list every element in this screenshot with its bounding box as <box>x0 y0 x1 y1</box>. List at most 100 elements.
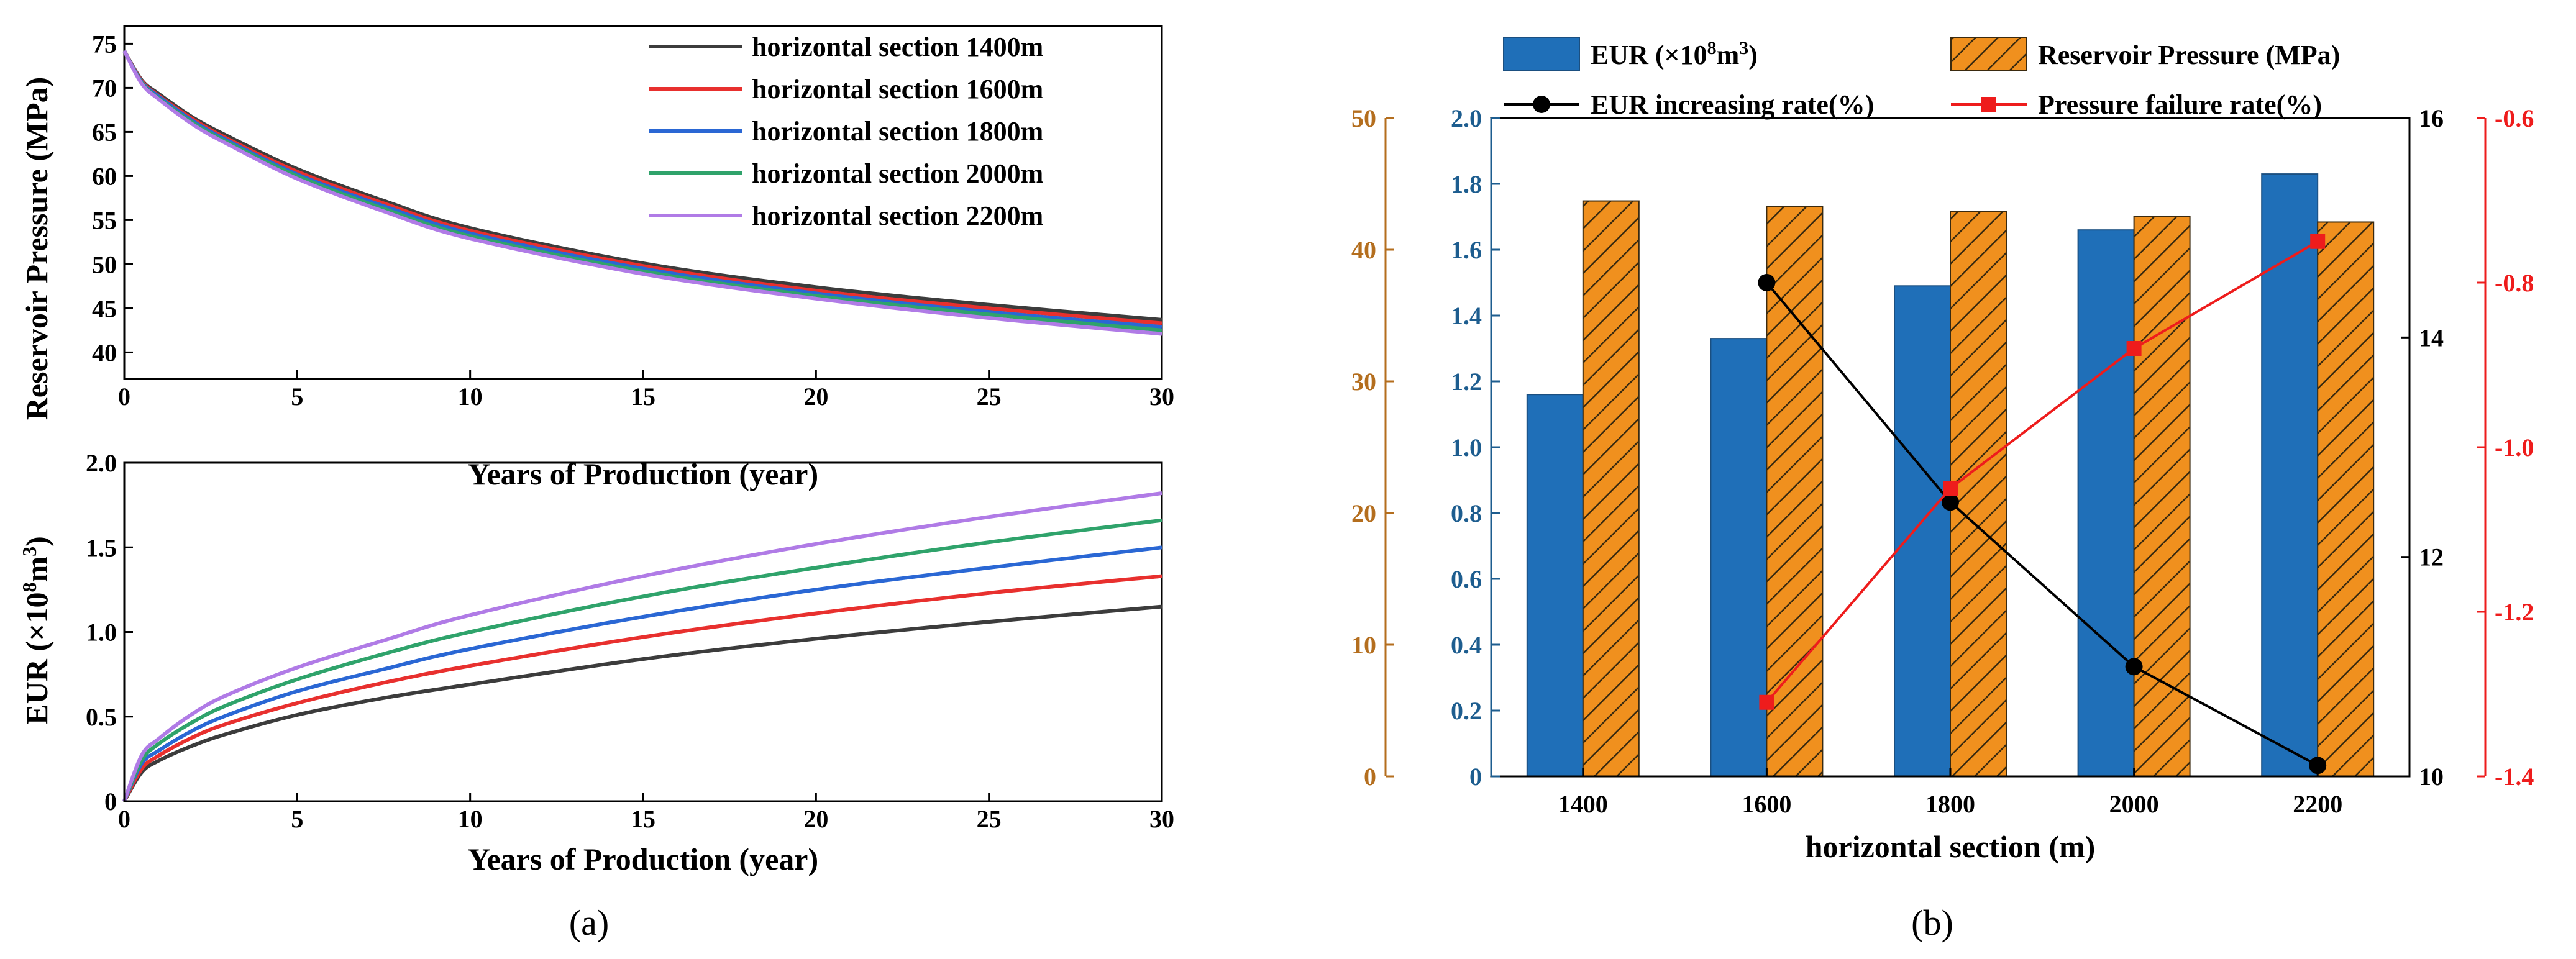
legend-label-eur: EUR (×108m3) <box>1591 38 1758 70</box>
eur-rate-line <box>1765 281 2319 767</box>
eur-axis-tick-label: 1.0 <box>1451 434 1482 461</box>
legend-marker-pressure-rate <box>1981 97 1996 112</box>
eur-bar-1400 <box>1526 394 1584 777</box>
y-label-sup1: 8 <box>18 583 40 593</box>
legend-label-5: horizontal section 2200m <box>752 201 1043 231</box>
series-lines <box>122 491 1162 802</box>
panel-b: 1400 1600 1800 2000 2200 0102030405000.20.40… <box>1351 37 2534 864</box>
x-tick-label: 20 <box>803 383 828 411</box>
x-tick-label: 15 <box>631 805 655 833</box>
series-line-2 <box>122 574 1162 802</box>
eur-rate-point <box>1942 493 1959 511</box>
x-tick-label: 2000 <box>2109 790 2159 818</box>
eur-bar-1800 <box>1894 285 1951 777</box>
eur-axis-tick-label: 2.0 <box>1451 104 1482 132</box>
legend-label-4: horizontal section 2000m <box>752 158 1043 189</box>
eur-bar-2000 <box>2077 229 2135 777</box>
y-label-pre: EUR (×10 <box>19 593 54 725</box>
pressure-bar-hatch-1600 <box>1766 206 1823 776</box>
x-tick-label: 2200 <box>2293 790 2342 818</box>
legend-label-pressure: Reservoir Pressure (MPa) <box>2038 40 2340 70</box>
series-line-5 <box>122 50 1162 336</box>
x-axis-label: Years of Production (year) <box>468 842 818 876</box>
eur-rate-point <box>2125 658 2143 676</box>
series-line-5 <box>122 491 1162 802</box>
pressure-rate-line <box>1765 240 2319 704</box>
caption-a: (a) <box>569 902 609 943</box>
pressure-axis-tick-label: 30 <box>1351 368 1376 396</box>
x-tick-label: 20 <box>803 805 828 833</box>
x-tick-label: 1800 <box>1925 790 1975 818</box>
y-label-mid: m <box>19 557 54 583</box>
panel-a-bottom: 0 5 10 15 20 25 30 0 0.5 1.0 1.5 2.0 Years of Prod… <box>18 449 1174 876</box>
pressure-rate-axis-tick-label: -1.2 <box>2495 598 2534 626</box>
y-ticks: 40 45 50 55 60 65 70 75 <box>92 30 133 366</box>
legend-label-3: horizontal section 1800m <box>752 116 1043 147</box>
legend-label-1: horizontal section 1400m <box>752 32 1043 62</box>
x-ticks: 0 5 10 15 20 25 30 <box>118 370 1174 411</box>
eur-axis-tick-label: 0 <box>1469 763 1482 791</box>
legend-marker-eur-rate <box>1533 96 1550 113</box>
legend: horizontal section 1400m horizontal secti… <box>649 32 1043 231</box>
pressure-rate-axis-tick-label: -1.0 <box>2495 434 2534 461</box>
series-line-3 <box>122 545 1162 802</box>
y-tick-label: 45 <box>92 294 117 322</box>
pressure-bar-hatch-1400 <box>1583 201 1639 776</box>
y-tick-label: 2.0 <box>86 449 117 477</box>
pressure-rate-axis-tick-label: -0.8 <box>2495 269 2534 297</box>
pressure-rate-point <box>1759 694 1774 710</box>
eur-axis-tick-label: 0.2 <box>1451 697 1482 725</box>
legend-b: EUR (×108m3) Reservoir Pressure (MPa) EU… <box>1503 37 2340 120</box>
pressure-rate-axis-tick-label: -0.6 <box>2495 104 2534 132</box>
x-tick-label: 5 <box>291 805 303 833</box>
pressure-rate-point <box>2310 234 2326 249</box>
pressure-rate-point <box>1943 481 1958 496</box>
x-tick-label: 5 <box>291 383 303 411</box>
eur-rate-point <box>2309 757 2327 775</box>
x-ticks: 0 5 10 15 20 25 30 <box>118 793 1174 833</box>
eur-bar-2200 <box>2261 173 2319 778</box>
y-tick-label: 60 <box>92 162 117 190</box>
x-axis-label: Years of Production (year) <box>468 457 818 491</box>
pressure-axis-tick-label: 10 <box>1351 631 1376 659</box>
x-tick-label: 25 <box>977 805 1002 833</box>
y-axis-label: EUR (×108m3) <box>18 536 54 725</box>
x-tick-label: 1600 <box>1742 790 1791 818</box>
eur-axis-tick-label: 0.6 <box>1451 565 1482 593</box>
legend-label-pressure-rate: Pressure failure rate(%) <box>2038 89 2322 120</box>
x-tick-label: 30 <box>1149 383 1174 411</box>
y-tick-label: 75 <box>92 30 117 58</box>
rate-lines <box>1758 234 2327 775</box>
y-tick-label: 1.5 <box>86 534 117 561</box>
eur-rate-axis-tick-label: 12 <box>2419 543 2444 571</box>
caption-b: (b) <box>1911 902 1953 943</box>
pressure-rate-axis-tick-label: -1.4 <box>2495 763 2534 791</box>
eur-rate-axis-tick-label: 14 <box>2419 324 2444 352</box>
eur-rate-axis-tick-label: 16 <box>2419 104 2444 132</box>
x-tick-label: 1400 <box>1558 790 1608 818</box>
eur-bar-1600 <box>1710 338 1768 777</box>
y-tick-label: 70 <box>92 74 117 102</box>
pressure-axis-tick-label: 20 <box>1351 499 1376 527</box>
legend-swatch-eur <box>1503 37 1580 71</box>
x-axis-label: horizontal section (m) <box>1806 829 2096 864</box>
y-tick-label: 0.5 <box>86 703 117 731</box>
eur-axis-tick-label: 1.8 <box>1451 170 1482 198</box>
eur-rate-axis-tick-label: 10 <box>2419 763 2444 791</box>
y-axis-label: Reservoir Pressure (MPa) <box>19 77 54 420</box>
pressure-bar-hatch-2000 <box>2134 217 2190 776</box>
bars <box>1526 173 2375 778</box>
series-lines <box>122 50 1162 336</box>
y-tick-label: 55 <box>92 206 117 234</box>
legend-label-eur-rate: EUR increasing rate(%) <box>1591 89 1874 120</box>
pressure-rate-point <box>2126 341 2142 356</box>
x-tick-label: 0 <box>118 805 130 833</box>
pressure-bar-hatch-2200 <box>2318 222 2374 777</box>
y-ticks: 0 0.5 1.0 1.5 2.0 <box>86 449 133 816</box>
eur-axis-tick-label: 0.4 <box>1451 631 1482 659</box>
series-line-1 <box>122 604 1162 802</box>
pressure-axis-tick-label: 50 <box>1351 104 1376 132</box>
x-tick-label: 10 <box>458 805 483 833</box>
x-tick-label: 15 <box>631 383 655 411</box>
eur-axis-tick-label: 1.6 <box>1451 236 1482 264</box>
